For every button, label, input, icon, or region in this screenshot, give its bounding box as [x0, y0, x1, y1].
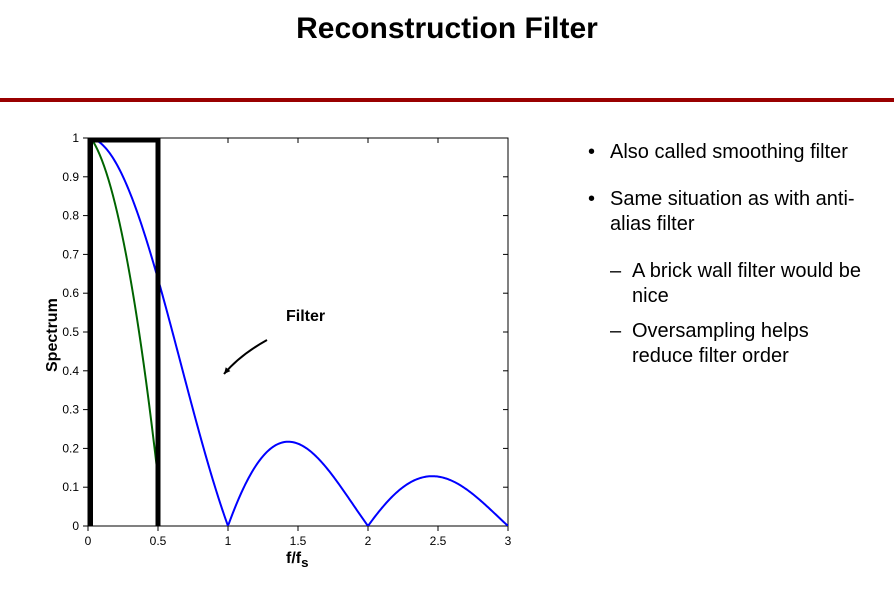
- svg-text:0: 0: [72, 519, 79, 533]
- svg-text:1: 1: [225, 534, 232, 548]
- filter-callout-label: Filter: [286, 308, 325, 326]
- svg-text:3: 3: [505, 534, 512, 548]
- svg-text:1: 1: [72, 131, 79, 145]
- svg-text:2.5: 2.5: [430, 534, 447, 548]
- page-title: Reconstruction Filter: [0, 12, 894, 46]
- bullet-item: Also called smoothing filter: [588, 140, 868, 165]
- title-rule: [0, 98, 894, 102]
- svg-text:0.4: 0.4: [62, 364, 79, 378]
- svg-text:1.5: 1.5: [290, 534, 307, 548]
- slide: Reconstruction Filter 00.511.522.5300.10…: [0, 0, 894, 591]
- svg-text:0.3: 0.3: [62, 403, 79, 417]
- svg-text:0: 0: [85, 534, 92, 548]
- svg-text:0.5: 0.5: [62, 325, 79, 339]
- svg-text:0.1: 0.1: [62, 480, 79, 494]
- svg-text:0.5: 0.5: [150, 534, 167, 548]
- bullet-list: Also called smoothing filter Same situati…: [588, 140, 868, 379]
- bullet-item: Same situation as with anti-alias filter: [588, 187, 868, 237]
- svg-text:0.6: 0.6: [62, 286, 79, 300]
- spectrum-chart-svg: 0 0.5 1 1.5 2 2.5 3 0 0.1 0.2 0.3 0.4 0.5 0.6 0.7 0.8 0.…: [30, 130, 550, 570]
- svg-text:0.8: 0.8: [62, 209, 79, 223]
- svg-text:0.9: 0.9: [62, 170, 79, 184]
- bullet-sub-item: Oversampling helps reduce filter order: [588, 319, 868, 369]
- spectrum-chart: 0 0.5 1 1.5 2 2.5 3 0 0.1 0.2 0.3 0.4 0.5 0.6 0.7 0.8 0.…: [30, 130, 550, 570]
- svg-text:0.2: 0.2: [62, 441, 79, 455]
- svg-text:0.7: 0.7: [62, 247, 79, 261]
- svg-text:2: 2: [365, 534, 372, 548]
- y-axis-label: Spectrum: [44, 298, 62, 372]
- x-axis-label: f/fs: [286, 550, 309, 570]
- bullet-ul: Also called smoothing filter Same situati…: [588, 140, 868, 369]
- bullet-sub-item: A brick wall filter would be nice: [588, 259, 868, 309]
